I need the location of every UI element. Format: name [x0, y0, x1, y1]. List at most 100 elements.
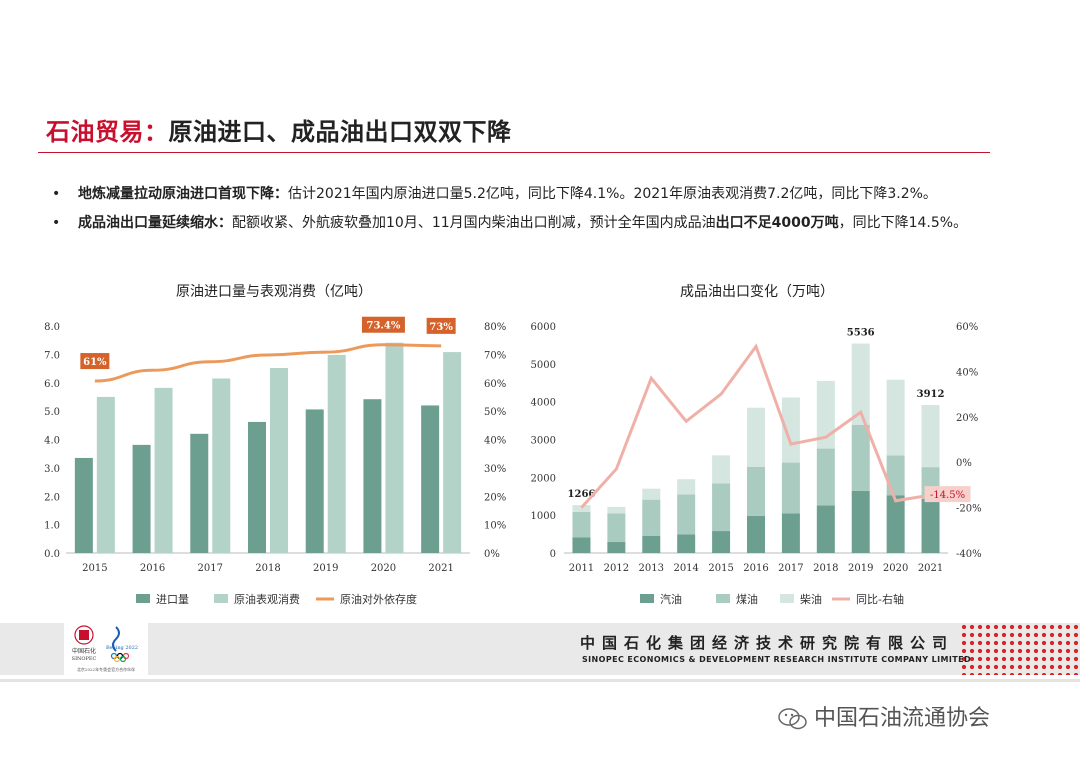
y2-tick-label: 70%	[484, 350, 506, 361]
bar-gasoline-2014	[677, 534, 696, 553]
legend-label: 进口量	[156, 593, 189, 606]
bullet-text: 配额收紧、外航疲软叠加10月、11月国内柴油出口削减，预计全年国内成品油	[232, 215, 716, 231]
sinopec-logo-icon: 中国石化 SINOPEC Beijing 2022 北京2022年冬奥会官方合作…	[72, 625, 138, 672]
bullet-list: • 地炼减量拉动原油进口首现下降：估计2021年国内原油进口量5.2亿吨，同比下…	[52, 184, 967, 242]
x-tick-label: 2014	[673, 563, 698, 574]
legend-label: 柴油	[800, 592, 822, 606]
bar-diesel-2018	[816, 380, 835, 449]
bar-diesel-2021	[921, 404, 940, 468]
logo2-text: Beijing 2022	[106, 645, 138, 651]
legend-swatch	[136, 594, 150, 603]
bar-consumption-2020	[385, 342, 404, 553]
y2-tick-label: 20%	[484, 492, 506, 503]
bar-diesel-2013	[642, 488, 661, 500]
beijing2022-emblem-icon	[112, 626, 120, 652]
y-tick-label: 8.0	[44, 322, 60, 333]
yoy-label-bg	[924, 486, 971, 503]
bar-kerosene-2011	[572, 511, 591, 538]
y2-tick-label: -20%	[956, 504, 982, 515]
bar-kerosene-2020	[886, 455, 905, 496]
annotation-bg	[426, 317, 456, 334]
bar-gasoline-2018	[816, 505, 835, 553]
bar-import-2018	[248, 421, 266, 553]
bullet-item-crude-import: • 地炼减量拉动原油进口首现下降：估计2021年国内原油进口量5.2亿吨，同比下…	[52, 184, 967, 204]
bar-import-2016	[132, 444, 151, 553]
y-tick-label: 4000	[531, 398, 556, 409]
annotation-text: 73%	[429, 322, 453, 333]
x-tick-label: 2019	[848, 563, 873, 574]
x-tick-label: 2019	[313, 563, 338, 574]
bar-import-2021	[421, 405, 440, 553]
bar-gasoline-2013	[642, 535, 661, 553]
y2-tick-label: 60%	[956, 322, 978, 333]
y-tick-label: 6.0	[44, 379, 60, 390]
y-tick-label: 5000	[531, 360, 556, 371]
bar-consumption-2016	[154, 387, 173, 553]
bar-gasoline-2016	[747, 515, 765, 553]
bar-consumption-2018	[270, 367, 288, 553]
x-tick-label: 2021	[428, 563, 453, 574]
bar-import-2020	[363, 399, 382, 553]
bullet-text: 估计2021年国内原油进口量5.2亿吨，同比下降4.1%。2021年原油表观消费…	[288, 186, 937, 202]
olympic-rings-icon	[110, 652, 130, 663]
line-dependence	[94, 343, 442, 383]
x-tick-label: 2015	[708, 563, 733, 574]
bar-kerosene-2014	[677, 494, 696, 535]
x-tick-label: 2020	[371, 563, 396, 574]
y-tick-label: 0	[550, 549, 556, 560]
company-name-en: SINOPEC ECONOMICS & DEVELOPMENT RESEARCH…	[582, 655, 972, 664]
footer-band	[0, 623, 1080, 675]
product-export-chart: 6000 5000 4000 3000 2000 1000 0 60% 40% 20% 0% -20%…	[531, 322, 982, 606]
bar-import-2019	[305, 409, 324, 553]
y-tick-label: 3.0	[44, 464, 60, 475]
line-yoy	[580, 343, 931, 509]
x-tick-label: 2020	[883, 563, 908, 574]
bar-consumption-2017	[212, 378, 231, 553]
total-label: 1266	[568, 489, 596, 500]
logo1-sub: SINOPEC	[72, 656, 97, 662]
legend-label: 同比-右轴	[856, 592, 904, 606]
total-label: 3912	[917, 389, 945, 400]
bullet-icon: •	[52, 186, 61, 202]
x-tick-label: 2016	[743, 563, 768, 574]
bullet-bold: 成品油出口量延续缩水：	[78, 215, 232, 231]
x-tick-label: 2017	[198, 563, 223, 574]
bar-diesel-2019	[851, 343, 870, 425]
legend-label: 原油对外依存度	[340, 592, 417, 606]
y2-tick-label: 50%	[484, 407, 506, 418]
bar-diesel-2017	[781, 397, 800, 463]
title-highlight: 石油贸易：	[46, 118, 169, 146]
bar-diesel-2020	[886, 379, 905, 456]
bullet-icon: •	[52, 215, 61, 231]
bar-kerosene-2018	[816, 448, 835, 506]
bar-gasoline-2020	[886, 495, 905, 553]
bar-diesel-2011	[572, 505, 591, 512]
watermark-text: 中国石油流通协会	[814, 706, 991, 731]
y2-tick-label: -40%	[956, 549, 982, 560]
y2-tick-label: 0%	[956, 458, 972, 469]
y2-tick-label: 30%	[484, 464, 506, 475]
wechat-icon	[778, 708, 807, 730]
bar-diesel-2015	[712, 455, 731, 484]
legend-label: 煤油	[736, 592, 758, 606]
legend-label: 汽油	[660, 592, 682, 606]
bar-diesel-2012	[607, 506, 626, 514]
y2-tick-label: 40%	[484, 436, 506, 447]
y-tick-label: 5.0	[44, 407, 60, 418]
y2-tick-label: 10%	[484, 521, 506, 532]
y-tick-label: 0.0	[44, 549, 60, 560]
x-tick-label: 2018	[255, 563, 280, 574]
bar-import-2015	[74, 457, 93, 553]
x-tick-label: 2015	[82, 563, 107, 574]
bullet-bold-2: 出口不足4000万吨	[715, 215, 839, 231]
annotation-label: 73%	[426, 317, 456, 334]
bar-gasoline-2011	[572, 537, 591, 553]
legend-swatch	[716, 594, 730, 603]
bar-kerosene-2019	[851, 424, 870, 491]
y-tick-label: 6000	[531, 322, 556, 333]
bullet-bold: 地炼减量拉动原油进口首现下降：	[78, 186, 288, 202]
y-tick-label: 1.0	[44, 521, 60, 532]
bar-diesel-2016	[747, 407, 765, 467]
bar-gasoline-2012	[607, 542, 626, 553]
y-tick-label: 2.0	[44, 492, 60, 503]
